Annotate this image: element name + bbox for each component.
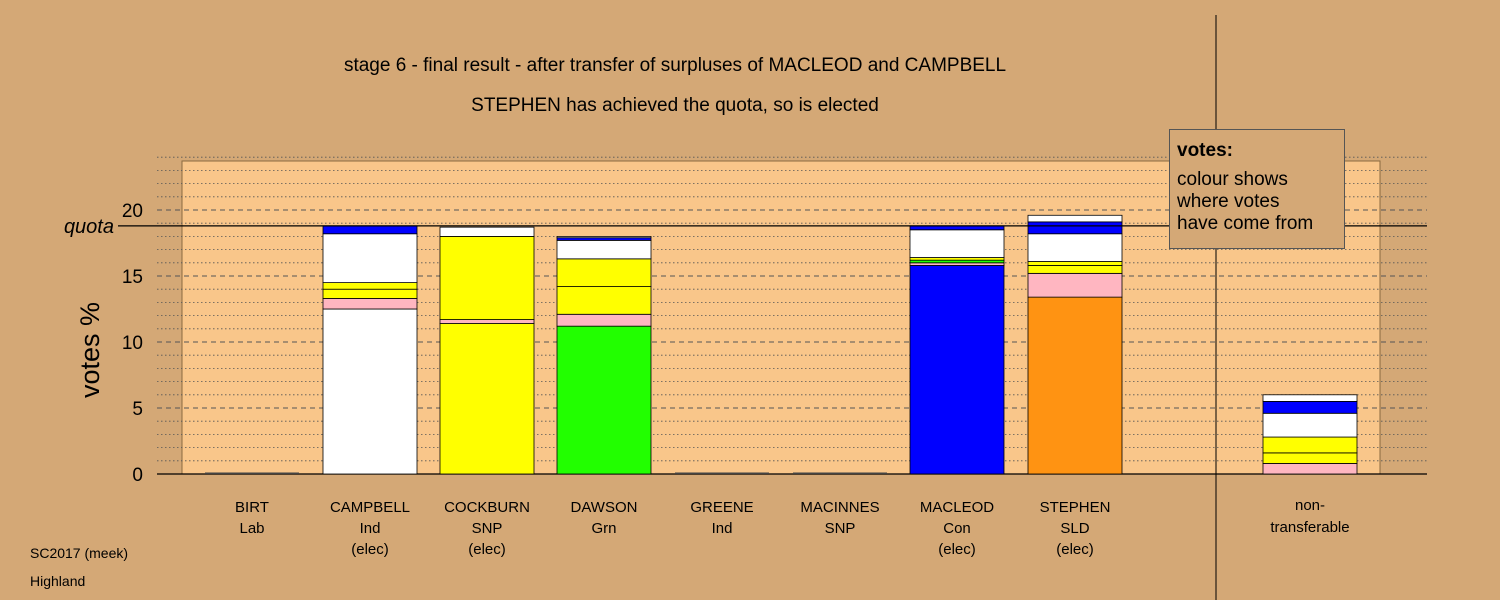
bar-campbell-segment bbox=[322, 225, 418, 235]
x-tick-label: Ind bbox=[360, 520, 381, 537]
bar-nontransferable-segment bbox=[1262, 412, 1358, 438]
bar-stephen-segment bbox=[1027, 221, 1123, 235]
y-tick-label: 0 bbox=[132, 465, 143, 486]
bar-macinnes-empty-bar bbox=[793, 472, 887, 474]
quota-label: quota bbox=[64, 216, 114, 238]
x-tick-label: Grn bbox=[591, 520, 616, 537]
bar-cockburn-segment bbox=[439, 323, 535, 475]
bar-stephen-segment bbox=[1027, 233, 1123, 262]
bar-campbell-segment bbox=[322, 288, 418, 299]
x-tick-label: (elec) bbox=[1056, 541, 1094, 558]
y-axis-label: votes % bbox=[75, 302, 105, 398]
bar-birt-empty-bar bbox=[205, 472, 299, 474]
x-tick-label: (elec) bbox=[351, 541, 389, 558]
x-tick-label: Lab bbox=[239, 520, 264, 537]
legend-line: where votes bbox=[1177, 191, 1280, 212]
legend-box: votes: colour shows where votes have com… bbox=[1169, 129, 1345, 249]
x-tick-label: Con bbox=[943, 520, 971, 537]
footer-region: Highland bbox=[30, 573, 86, 589]
bar-nontransferable-segment bbox=[1262, 394, 1358, 402]
bar-campbell-segment bbox=[322, 233, 418, 283]
bar-macleod-segment bbox=[909, 265, 1005, 475]
bar-nontransferable-segment bbox=[1262, 436, 1358, 454]
legend-line: colour shows bbox=[1177, 169, 1288, 190]
bar-cockburn-segment bbox=[439, 319, 535, 324]
y-tick-label: 5 bbox=[132, 399, 143, 420]
bar-nontransferable-segment bbox=[1262, 400, 1358, 414]
bar-campbell-segment bbox=[322, 282, 418, 290]
x-tick-label: non- bbox=[1295, 497, 1325, 514]
x-tick-label: transferable bbox=[1270, 519, 1349, 536]
legend-line: have come from bbox=[1177, 213, 1314, 234]
x-tick-label: (elec) bbox=[468, 541, 506, 558]
x-tick-label: GREENE bbox=[690, 499, 753, 516]
bar-dawson-segment bbox=[556, 235, 652, 239]
x-tick-label: COCKBURN bbox=[444, 499, 530, 516]
bar-stephen-segment bbox=[1027, 272, 1123, 298]
x-tick-label: DAWSON bbox=[571, 499, 638, 516]
x-tick-label: SNP bbox=[825, 520, 856, 537]
x-tick-label: CAMPBELL bbox=[330, 499, 410, 516]
chart-title: stage 6 - final result - after transfer … bbox=[343, 55, 1007, 76]
bar-greene-empty-bar bbox=[675, 472, 769, 474]
x-tick-label: MACINNES bbox=[800, 499, 879, 516]
y-tick-label: 10 bbox=[122, 333, 143, 354]
bar-dawson-segment bbox=[556, 286, 652, 315]
x-tick-label: SNP bbox=[472, 520, 503, 537]
bar-stephen-segment bbox=[1027, 214, 1123, 223]
x-tick-label: BIRT bbox=[235, 499, 269, 516]
chart-subtitle: STEPHEN has achieved the quota, so is el… bbox=[471, 95, 879, 116]
bar-dawson-segment bbox=[556, 239, 652, 260]
legend-title: votes: bbox=[1177, 140, 1233, 161]
x-tick-label: MACLEOD bbox=[920, 499, 994, 516]
x-tick-label: STEPHEN bbox=[1040, 499, 1111, 516]
y-tick-label: 15 bbox=[122, 267, 143, 288]
bar-dawson-segment bbox=[556, 313, 652, 327]
bar-dawson-segment bbox=[556, 258, 652, 287]
x-tick-label: Ind bbox=[712, 520, 733, 537]
bar-nontransferable-segment bbox=[1262, 452, 1358, 464]
bar-stephen-segment bbox=[1027, 261, 1123, 266]
bar-stephen-segment bbox=[1027, 265, 1123, 274]
bar-macleod-segment bbox=[909, 229, 1005, 258]
bar-cockburn-segment bbox=[439, 235, 535, 320]
bar-campbell-segment bbox=[322, 298, 418, 310]
y-tick-label: 20 bbox=[122, 201, 143, 222]
x-tick-label: (elec) bbox=[938, 541, 976, 558]
footer-method: SC2017 (meek) bbox=[30, 545, 129, 561]
bar-dawson-segment bbox=[556, 325, 652, 475]
bar-cockburn-segment bbox=[439, 226, 535, 237]
x-tick-label: SLD bbox=[1060, 520, 1089, 537]
bar-campbell-segment bbox=[322, 308, 418, 475]
bar-stephen-segment bbox=[1027, 296, 1123, 475]
bar-nontransferable-segment bbox=[1262, 463, 1358, 475]
